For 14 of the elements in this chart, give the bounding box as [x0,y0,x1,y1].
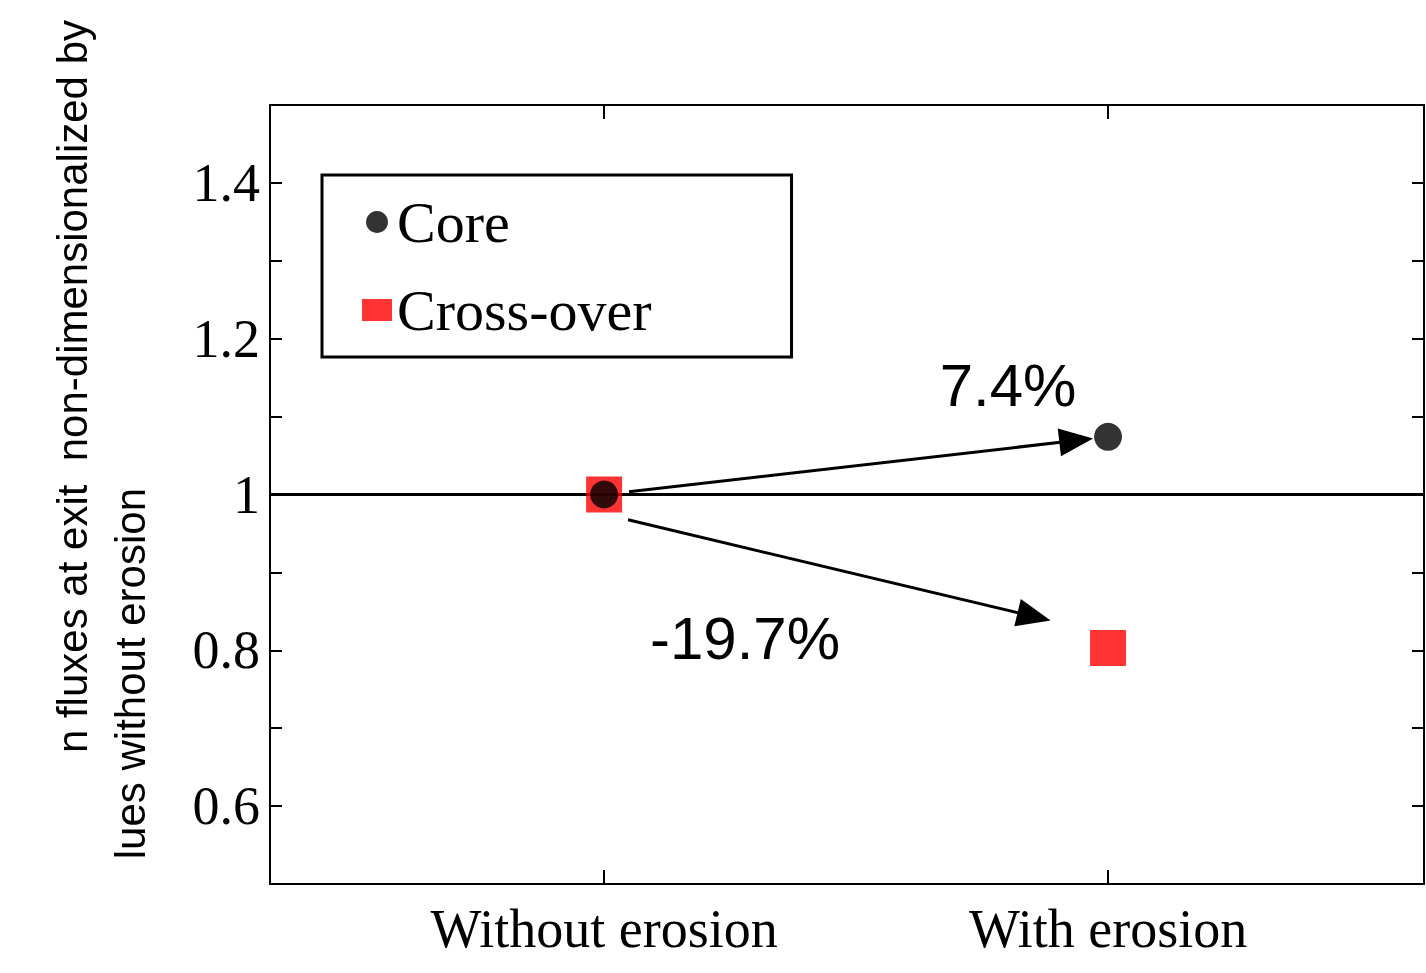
y-tick-label: 0.6 [192,776,260,837]
y-axis-title: n fluxes at exit non-dimensionalized by lues without erosion [48,20,154,860]
point [1094,422,1123,451]
point [1090,629,1127,666]
annotation: 7.4% [939,352,1077,420]
x-tick-label: Without erosion [430,899,778,959]
x-tick-label: With erosion [968,899,1248,959]
annotation: -19.7% [649,604,841,672]
y-tick-label: 0.8 [192,620,260,681]
y-tick-label: 1.2 [192,308,260,369]
y-tick-label: 1 [233,464,260,525]
y-tick-label: 1.4 [192,152,260,213]
legend-label: Core [397,189,510,255]
legend-label: Cross-over [397,277,652,343]
